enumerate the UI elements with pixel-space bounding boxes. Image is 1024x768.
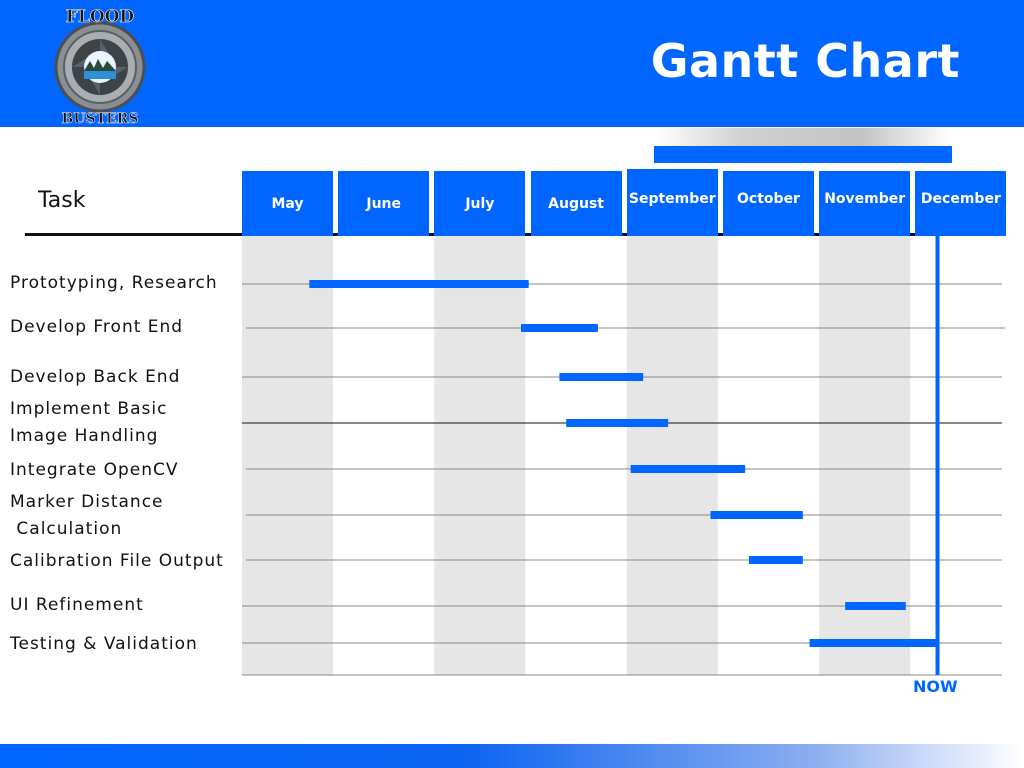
task-column-header: Task <box>38 188 86 213</box>
task-label: Develop Back End <box>10 367 181 387</box>
task-bar <box>748 556 803 564</box>
month-header-october: October <box>723 171 814 236</box>
task-bar <box>710 511 803 519</box>
task-label: Implement Basic Image Handling <box>10 399 168 446</box>
task-bar <box>559 373 644 381</box>
page-title: Gantt Chart <box>650 34 960 88</box>
month-column-shade <box>242 236 333 675</box>
task-bar <box>630 465 746 473</box>
task-bar <box>845 602 906 610</box>
slide-header: FLOOD BUSTERS Gantt Chart <box>0 0 1024 127</box>
decorative-shadow <box>654 128 952 148</box>
task-label: UI Refinement <box>10 595 144 615</box>
task-label: Marker Distance Calculation <box>10 492 164 539</box>
footer-bar <box>0 744 1024 768</box>
flood-busters-logo: FLOOD BUSTERS <box>54 7 146 125</box>
month-header-july: July <box>434 171 526 236</box>
logo-text-top: FLOOD <box>66 7 135 27</box>
logo-text-bottom: BUSTERS <box>62 111 139 125</box>
now-line <box>935 236 940 675</box>
task-bar <box>566 419 669 427</box>
month-header-september: September <box>626 169 718 236</box>
task-label: Develop Front End <box>10 317 184 337</box>
task-label: Calibration File Output <box>10 551 224 571</box>
camera-shutter-icon <box>72 39 128 95</box>
task-label: Integrate OpenCV <box>10 460 179 480</box>
now-label: NOW <box>913 677 958 696</box>
task-bar <box>309 280 529 288</box>
task-label: Prototyping, Research <box>10 273 218 293</box>
task-bar <box>520 324 598 332</box>
month-header-august: August <box>530 171 622 236</box>
task-bar <box>809 639 938 647</box>
task-label: Testing & Validation <box>10 634 198 654</box>
month-header-december: December <box>915 171 1007 236</box>
month-header-may: May <box>242 171 333 236</box>
month-column-shade <box>626 236 718 675</box>
decorative-top-bar <box>654 146 952 163</box>
month-column-shade <box>434 236 526 675</box>
month-column-shade <box>819 236 911 675</box>
month-header-june: June <box>338 171 430 236</box>
month-header-november: November <box>819 171 911 236</box>
